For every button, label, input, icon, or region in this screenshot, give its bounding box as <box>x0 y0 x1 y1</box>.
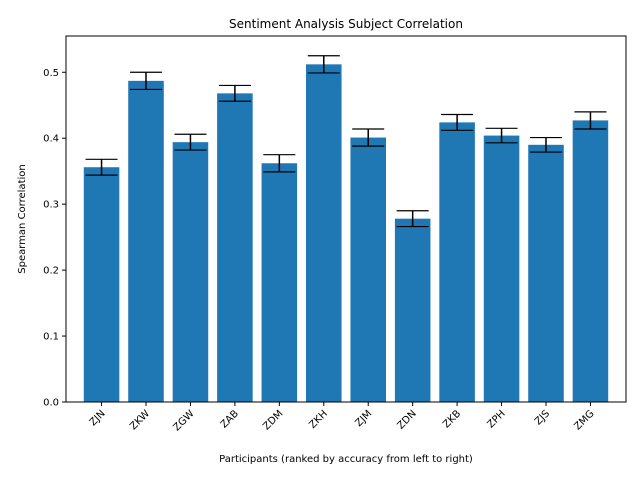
y-tick-label: 0.4 <box>43 134 59 145</box>
bar-zmg <box>572 120 609 402</box>
bar-zph <box>483 135 520 403</box>
y-tick-label: 0.3 <box>43 200 59 211</box>
bars-group <box>83 64 609 403</box>
x-axis-label: Participants (ranked by accuracy from le… <box>219 454 473 465</box>
error-bar-zjn <box>85 158 118 176</box>
bar-zkw <box>128 80 164 402</box>
error-bar-zph <box>485 127 518 144</box>
plot-frame <box>65 35 627 403</box>
bar-zjn <box>83 167 120 402</box>
error-bar-zjs <box>530 136 562 153</box>
y-tick-label: 0.1 <box>43 332 59 343</box>
error-bar-zkb <box>441 113 474 131</box>
bar-zkh <box>306 64 342 403</box>
bar-zgw <box>172 142 209 402</box>
bar-zjm <box>350 137 386 402</box>
bar-zkb <box>439 122 475 402</box>
chart-title: Sentiment Analysis Subject Correlation <box>229 17 463 31</box>
y-tick-label: 0.2 <box>43 266 59 277</box>
error-bar-zmg <box>574 111 607 130</box>
error-bar-zkw <box>130 71 162 91</box>
y-tick-label: 0.5 <box>43 68 59 79</box>
bar-zdn <box>394 218 431 402</box>
error-bar-zjm <box>352 128 385 147</box>
error-bar-zkh <box>307 55 340 74</box>
error-bar-zgw <box>174 133 207 151</box>
y-axis: 0.0 0.1 0.2 0.3 0.4 0.5 <box>43 68 66 409</box>
bar-zjs <box>528 144 564 403</box>
y-axis-label: Spearman Correlation <box>17 164 28 273</box>
error-bar-zab <box>218 84 251 102</box>
error-bar-zdm <box>263 154 296 173</box>
bar-zdm <box>261 163 298 402</box>
y-tick-label: 0.0 <box>43 398 59 409</box>
bar-zab <box>217 93 253 402</box>
error-bar-zdn <box>396 210 429 228</box>
error-bars-group <box>85 55 607 228</box>
